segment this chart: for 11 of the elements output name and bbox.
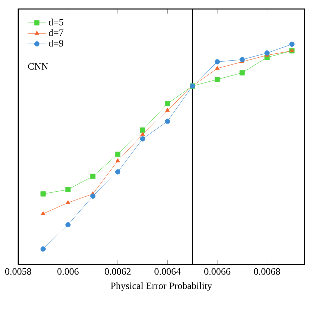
x-axis-title: Physical Error Probability — [111, 282, 212, 292]
legend-label: d=7 — [49, 29, 64, 36]
x-tick-label: 0.0066 — [204, 268, 231, 276]
x-tick-label: 0.006 — [58, 268, 79, 276]
legend-label: d=9 — [49, 40, 64, 47]
annotation: CNN — [28, 63, 48, 70]
x-tick-label: 0.0064 — [154, 268, 181, 276]
x-tick-label: 0.0068 — [254, 268, 280, 276]
x-tick-label: 0.0062 — [104, 268, 131, 276]
legend-label: d=5 — [49, 18, 64, 26]
x-tick-label: 0.0058 — [5, 268, 32, 276]
